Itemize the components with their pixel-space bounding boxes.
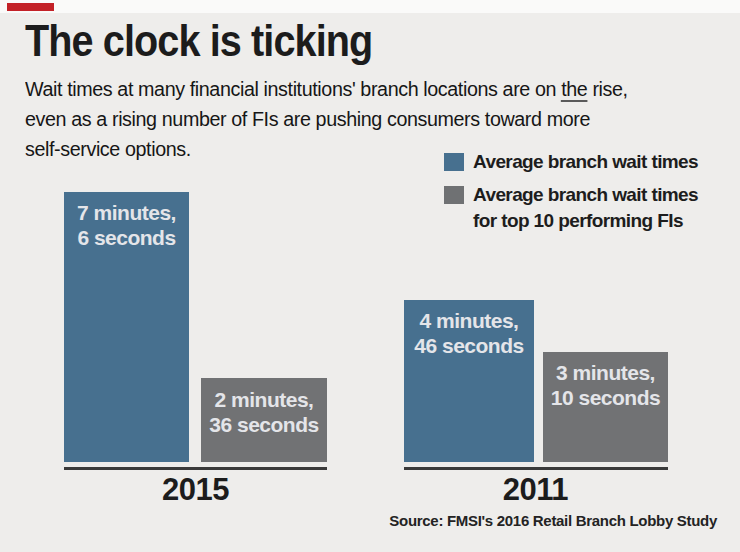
page-title: The clock is ticking [25,16,372,66]
bar-value-line: 6 seconds [77,225,176,250]
year-label-2015: 2015 [64,472,327,508]
subtitle-line1-post: rise, [587,78,627,100]
bar-value-line: 46 seconds [414,333,523,358]
bar-2011-top10-label: 3 minutes, 10 seconds [551,360,660,410]
bar-2015-top10: 2 minutes, 36 seconds [201,378,327,462]
subtitle-line-1: Wait times at many financial institution… [25,74,719,104]
bar-2015-average-label: 7 minutes, 6 seconds [77,200,176,250]
bar-2011-average-label: 4 minutes, 46 seconds [414,308,523,358]
legend-label-top10-line2: for top 10 performing FIs [473,208,698,234]
bar-value-line: 10 seconds [551,385,660,410]
bar-value-line: 2 minutes, [209,387,318,412]
red-accent-tab [7,3,54,11]
bar-2015-top10-label: 2 minutes, 36 seconds [209,387,318,437]
bar-value-line: 7 minutes, [77,200,176,225]
bar-value-line: 3 minutes, [551,360,660,385]
legend-swatch-blue-icon [444,153,464,171]
legend-item-top10: Average branch wait times for top 10 per… [444,186,698,234]
axis-baseline-2015 [64,467,327,470]
bar-2011-average: 4 minutes, 46 seconds [404,300,534,462]
bar-2011-top10: 3 minutes, 10 seconds [543,352,668,462]
bar-value-line: 36 seconds [209,412,318,437]
subtitle-line1-underlined-word: the [561,78,587,102]
legend-item-average: Average branch wait times [444,153,698,175]
legend-label-average: Average branch wait times [473,149,698,175]
infographic-root: The clock is ticking Wait times at many … [0,0,740,552]
axis-baseline-2011 [404,467,668,470]
top-white-strip [0,0,740,13]
subtitle-line-2: even as a rising number of FIs are pushi… [25,104,719,134]
bar-2015-average: 7 minutes, 6 seconds [64,192,189,462]
subtitle-line1-pre: Wait times at many financial institution… [25,78,561,100]
legend-label-top10-line1: Average branch wait times [473,182,698,208]
bar-value-line: 4 minutes, [414,308,523,333]
year-label-2011: 2011 [404,472,667,508]
legend-label-top10: Average branch wait times for top 10 per… [473,182,698,234]
legend-swatch-gray-icon [444,186,464,204]
source-credit: Source: FMSI's 2016 Retail Branch Lobby … [389,512,717,529]
